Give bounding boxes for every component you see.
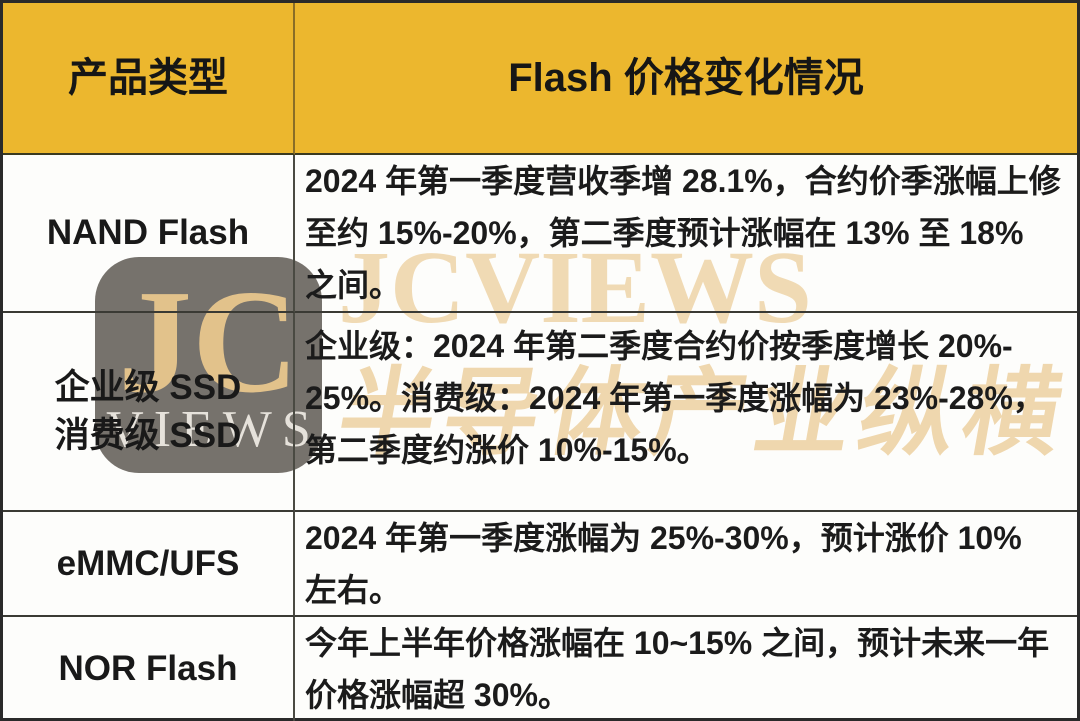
header-cell-price-change: Flash 价格变化情况 xyxy=(295,3,1077,155)
product-label: NAND Flash xyxy=(46,213,250,252)
logo-jc-text: JC xyxy=(118,260,299,424)
detail-line: 第二季度约涨价 10%-15%。 xyxy=(305,432,709,468)
detail-line: 企业级：2024 年第二季度合约价按季度增长 20%- xyxy=(305,328,1013,364)
product-label: NOR Flash xyxy=(58,649,238,688)
detail-line: 左右。 xyxy=(305,571,402,608)
product-label: 企业级 SSD xyxy=(54,367,242,407)
product-label: eMMC/UFS xyxy=(56,543,240,583)
detail-line: 2024 年第一季度营收季增 28.1%，合约价季涨幅上修 xyxy=(305,163,1061,199)
detail-cell-nand-flash: 2024 年第一季度营收季增 28.1%，合约价季涨幅上修 至约 15%-20%… xyxy=(295,155,1077,313)
product-cell-ssd: 企业级 SSD 消费级 SSD xyxy=(3,313,295,512)
detail-line: 2024 年第一季度涨幅为 25%-30%，预计涨价 10% xyxy=(305,519,1022,556)
detail-line: 25%。消费级：2024 年第一季度涨幅为 23%-28%， xyxy=(305,380,1045,416)
detail-cell-ssd: 企业级：2024 年第二季度合约价按季度增长 20%- 25%。消费级：2024… xyxy=(295,313,1077,512)
detail-cell-emmc-ufs: 2024 年第一季度涨幅为 25%-30%，预计涨价 10% 左右。 xyxy=(295,512,1077,617)
header-product-type-label: 产品类型 xyxy=(68,56,228,100)
logo-views-text: VIEWS xyxy=(106,401,321,458)
detail-line: 今年上半年价格涨幅在 10~15% 之间，预计未来一年 xyxy=(305,625,1050,661)
detail-cell-nor-flash: 今年上半年价格涨幅在 10~15% 之间，预计未来一年 价格涨幅超 30%。 xyxy=(295,617,1077,721)
product-label: 消费级 SSD xyxy=(54,415,242,455)
product-cell-nor-flash: NOR Flash xyxy=(3,617,295,721)
jcviews-brand-watermark: JCVIEWS xyxy=(338,230,812,345)
product-cell-emmc-ufs: eMMC/UFS xyxy=(3,512,295,617)
detail-line: 价格涨幅超 30%。 xyxy=(305,677,570,713)
detail-line: 至约 15%-20%，第二季度预计涨幅在 13% 至 18% xyxy=(305,215,1024,251)
product-cell-nand-flash: NAND Flash xyxy=(3,155,295,313)
header-price-change-label: Flash 价格变化情况 xyxy=(508,56,864,100)
detail-line: 之间。 xyxy=(305,267,402,303)
header-cell-product-type: 产品类型 xyxy=(3,3,295,155)
jcviews-logo-watermark: JC VIEWS xyxy=(95,257,322,473)
